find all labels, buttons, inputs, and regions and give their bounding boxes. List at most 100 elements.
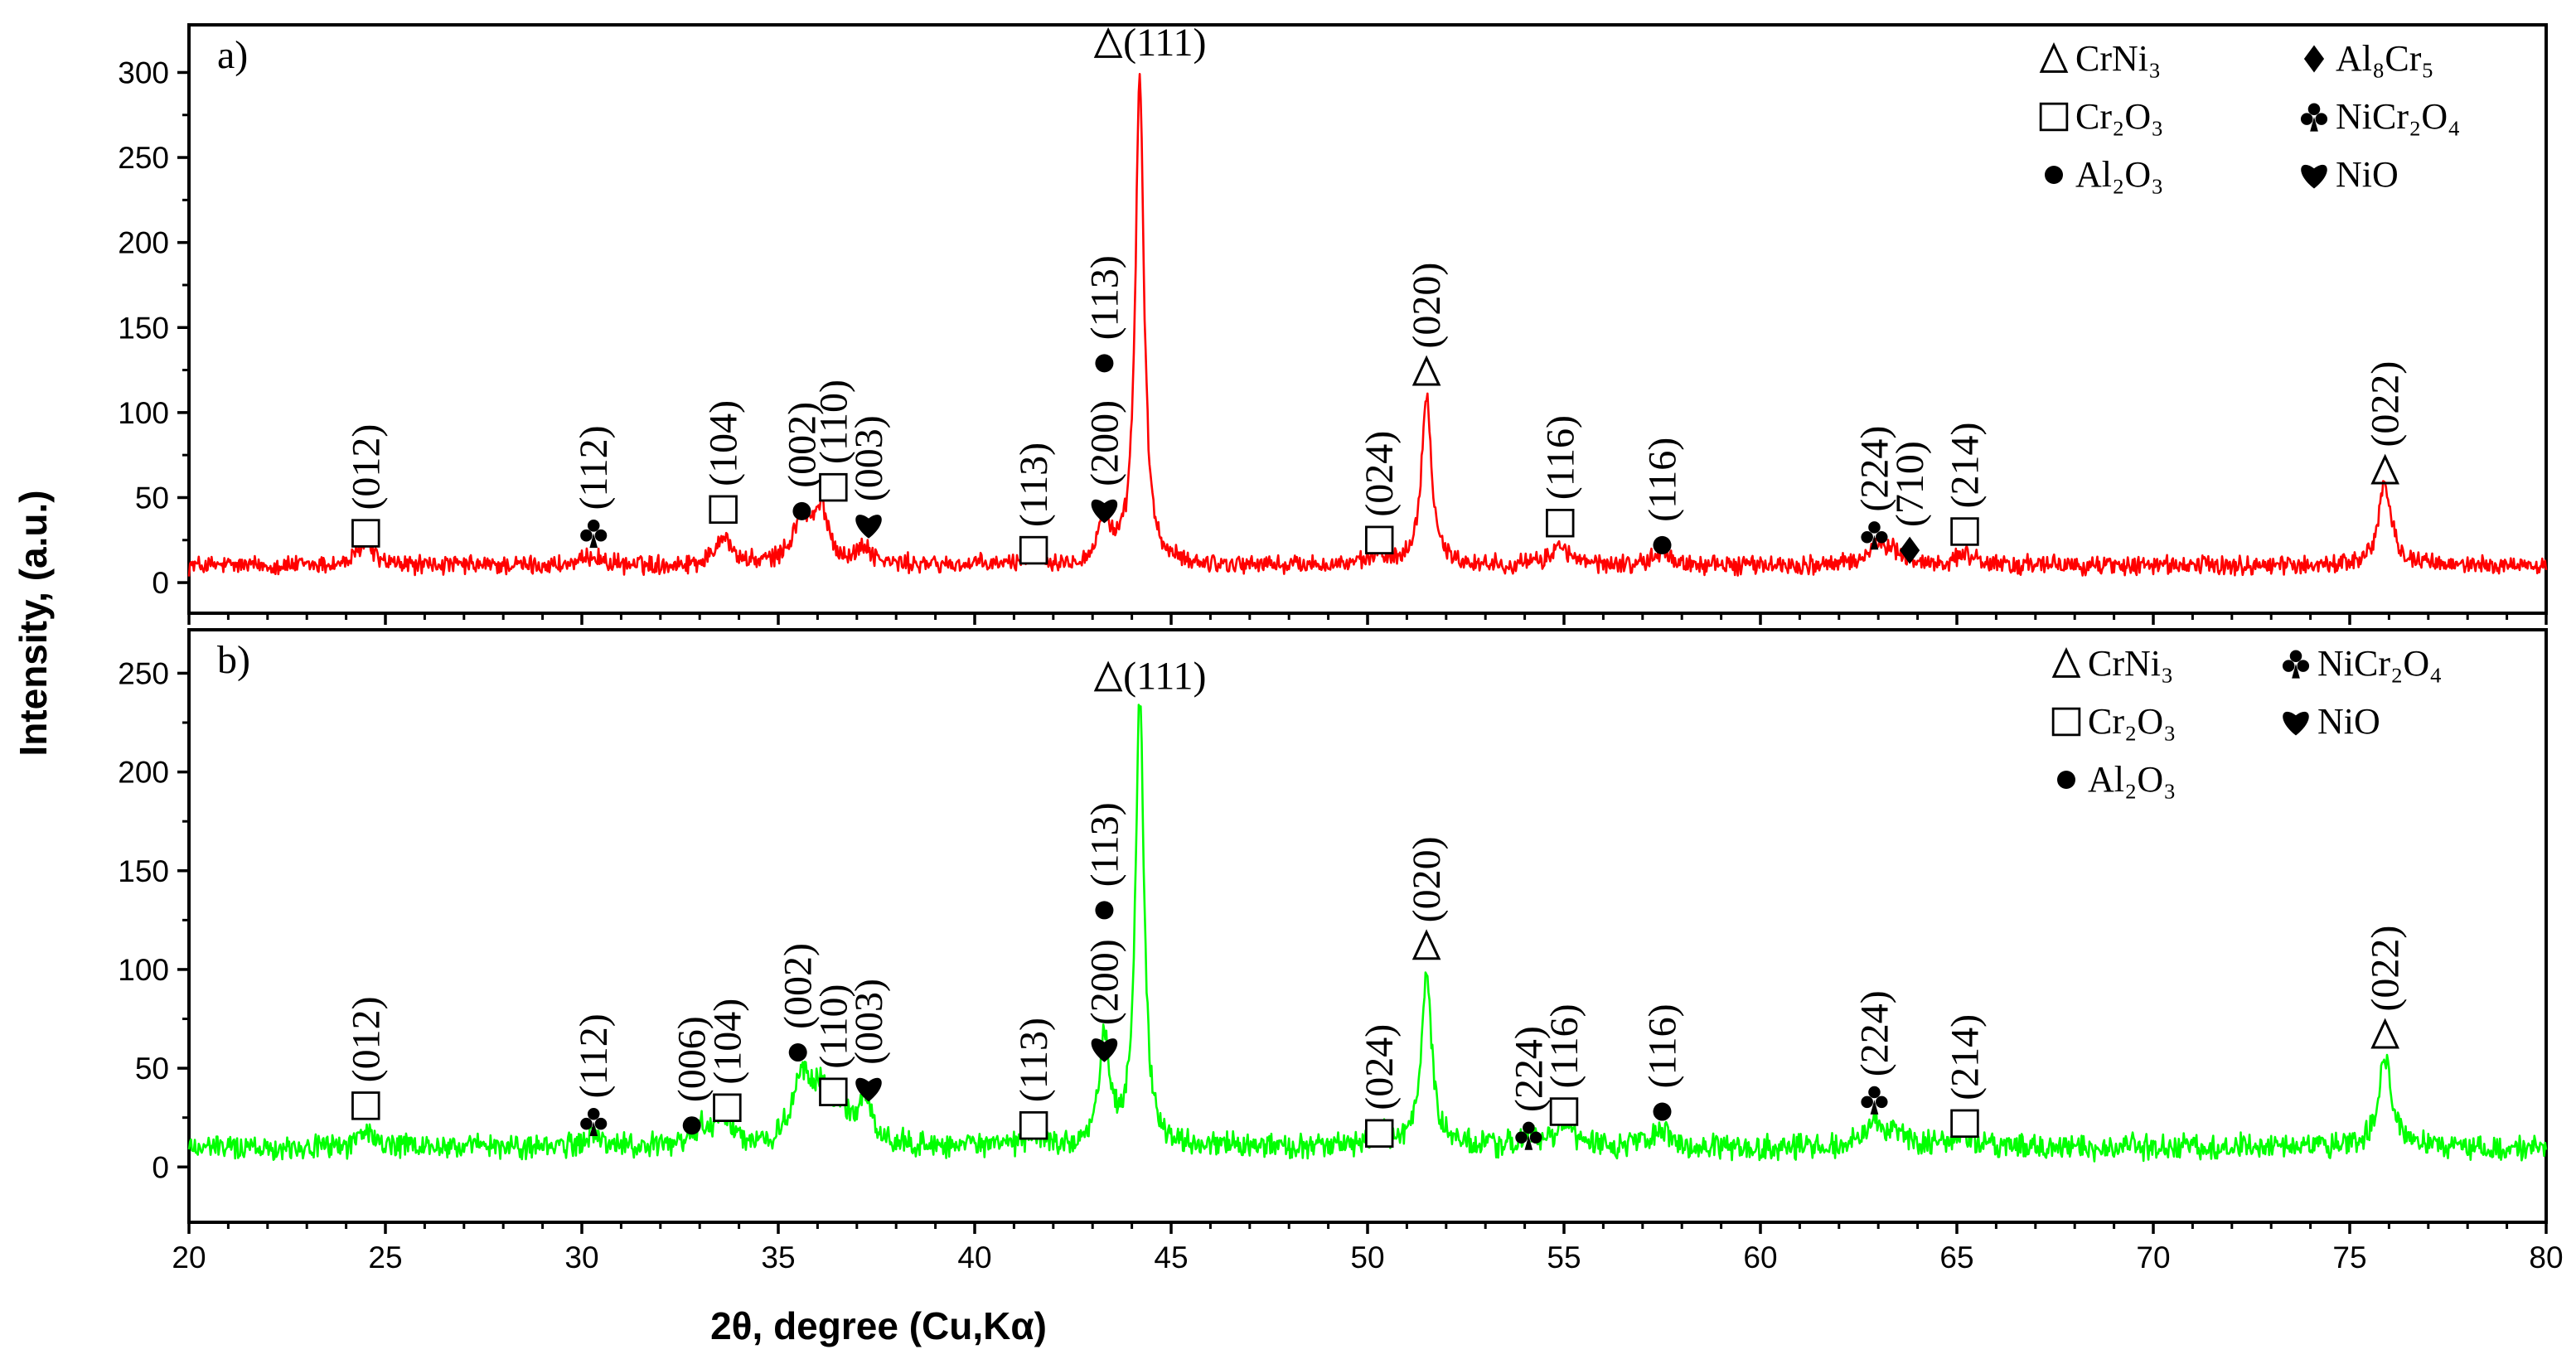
y-tick-label-a: 100 xyxy=(118,396,169,430)
diamond-legend-icon xyxy=(2303,45,2325,73)
peak-label: (006) xyxy=(671,1016,714,1102)
delta-legend-icon xyxy=(2051,646,2081,678)
legend-label: NiO xyxy=(2336,154,2399,195)
peak-annotation-b: (110) xyxy=(811,984,855,1106)
x-tick-label: 35 xyxy=(761,1241,795,1274)
club-marker-icon xyxy=(580,1107,608,1137)
square-marker-icon-shape xyxy=(713,1093,742,1123)
legend-item-a: Al₂O₃ xyxy=(2045,154,2163,195)
club-legend-icon-shape xyxy=(2315,113,2328,125)
club-legend-icon-shape xyxy=(2292,664,2300,679)
peak-label: (110) xyxy=(811,380,855,464)
x-tick-label: 70 xyxy=(2136,1241,2170,1274)
square-marker-icon xyxy=(819,1077,848,1106)
peak-label: (113) xyxy=(1012,443,1056,527)
y-tick-label-b: 150 xyxy=(118,854,169,888)
delta-marker-icon xyxy=(2370,1018,2399,1049)
circle-marker-icon xyxy=(1653,535,1672,554)
peak-label: (024) xyxy=(1358,431,1402,517)
legend-item-b: Al₂O₃ xyxy=(2057,759,2176,800)
legend-item-b: NiCr₂O₄ xyxy=(2282,643,2442,684)
club-marker-icon xyxy=(580,520,608,549)
x-tick-label: 60 xyxy=(1743,1241,1777,1274)
y-tick-label-a: 250 xyxy=(118,141,169,175)
diamond-marker-icon-shape xyxy=(1900,536,1920,564)
peak-annotation-a: (012) xyxy=(344,424,388,548)
club-marker-icon-shape xyxy=(1529,1131,1542,1144)
panel-a: 0 50 100 150 200 250 300 a) (012) (112) (104) (002)… xyxy=(118,21,2548,625)
peak-annotation-b: (022) xyxy=(2364,926,2408,1049)
square-marker-icon-shape xyxy=(1950,517,1979,546)
delta-legend-icon-shape xyxy=(2039,41,2069,73)
circle-marker-icon xyxy=(682,1116,701,1135)
diamond-marker-icon xyxy=(1900,536,1920,564)
square-marker-icon-shape xyxy=(1546,509,1575,538)
circle-marker-icon xyxy=(1653,1102,1672,1121)
legend-item-a: NiO xyxy=(2301,154,2399,195)
peak-annotation-a: (104) xyxy=(702,400,746,525)
club-legend-icon-shape xyxy=(2289,650,2302,663)
x-tick-label: 50 xyxy=(1350,1241,1384,1274)
peak-label: (224) xyxy=(1507,1026,1551,1112)
square-marker-icon-shape xyxy=(351,519,380,548)
peak-label: (113) xyxy=(1082,255,1126,340)
square-legend-icon xyxy=(2039,102,2069,132)
circle-marker-icon-shape xyxy=(1095,901,1114,920)
peak-annotation-b: (104) xyxy=(705,999,749,1123)
square-legend-icon-shape xyxy=(2039,102,2069,132)
square-marker-icon-shape xyxy=(1364,525,1394,555)
delta-marker-icon-shape xyxy=(2370,453,2399,485)
square-legend-icon-shape xyxy=(2051,707,2081,737)
square-marker-icon-shape xyxy=(1549,1097,1579,1126)
club-legend-icon-shape xyxy=(2307,103,2321,116)
heart-marker-icon-shape xyxy=(855,515,882,539)
peak-label: (012) xyxy=(344,996,388,1082)
peak-annotation-a: (024) xyxy=(1358,431,1402,555)
delta-marker-icon-shape xyxy=(1093,660,1123,692)
club-legend-icon-shape xyxy=(2297,660,2310,672)
y-axis-title: Intensity, (a.u.) xyxy=(12,490,55,756)
square-marker-icon xyxy=(351,519,380,548)
peak-label: (224) xyxy=(1852,990,1896,1076)
circle-marker-icon-shape xyxy=(792,501,811,520)
x-tick-label: 20 xyxy=(172,1241,206,1274)
peak-annotation-b: (224) xyxy=(1852,990,1896,1115)
peak-annotation-b: (020) xyxy=(1405,836,1449,960)
y-tick-label-b: 50 xyxy=(135,1052,169,1086)
y-tick-label-a: 50 xyxy=(135,481,169,515)
peak-annotation-b: (113) xyxy=(1012,1018,1056,1140)
y-tick-label-a: 0 xyxy=(152,566,169,600)
circle-marker-icon xyxy=(788,1043,807,1062)
peak-annotation-a: (022) xyxy=(2364,361,2408,485)
heart-legend-icon xyxy=(2301,164,2327,189)
peak-annotation-b: (113) xyxy=(1082,802,1126,920)
peak-annotation-b: (200) xyxy=(1082,939,1126,1062)
peak-label: (022) xyxy=(2364,926,2408,1012)
circle-marker-icon-shape xyxy=(682,1116,701,1135)
peak-label: (020) xyxy=(1405,263,1449,349)
club-marker-icon-shape xyxy=(1868,521,1881,534)
y-tick-label-a: 300 xyxy=(118,56,169,89)
peak-annotation-b: (002) xyxy=(777,943,821,1062)
peak-annotation-a: (116) xyxy=(1538,415,1582,538)
x-axis-title: 2θ, degree (Cu,Kα) xyxy=(710,1304,1047,1347)
peak-label: (111) xyxy=(1123,21,1206,65)
club-marker-icon-shape xyxy=(594,1117,608,1130)
square-legend-icon xyxy=(2051,707,2081,737)
peak-annotation-b: (112) xyxy=(572,1013,616,1137)
square-marker-icon-shape xyxy=(709,495,738,525)
square-marker-icon xyxy=(1549,1097,1579,1126)
legend-label: NiCr₂O₄ xyxy=(2317,643,2442,684)
peak-label: (224) xyxy=(1852,426,1896,512)
peak-label: (104) xyxy=(702,400,746,486)
square-marker-icon xyxy=(713,1093,742,1123)
legend-item-b: Cr₂O₃ xyxy=(2051,701,2176,742)
club-marker-icon-shape xyxy=(1876,1095,1888,1109)
club-marker-icon xyxy=(1515,1121,1542,1150)
heart-marker-icon xyxy=(855,515,882,539)
legend-b: CrNi₃ Cr₂O₃ Al₂O₃ NiCr₂O₄ NiO xyxy=(2051,643,2442,800)
club-marker-icon-shape xyxy=(1861,1095,1873,1109)
peak-label: (200) xyxy=(1082,939,1126,1025)
club-marker-icon xyxy=(1861,1086,1888,1115)
diamond-legend-icon-shape xyxy=(2303,45,2325,73)
